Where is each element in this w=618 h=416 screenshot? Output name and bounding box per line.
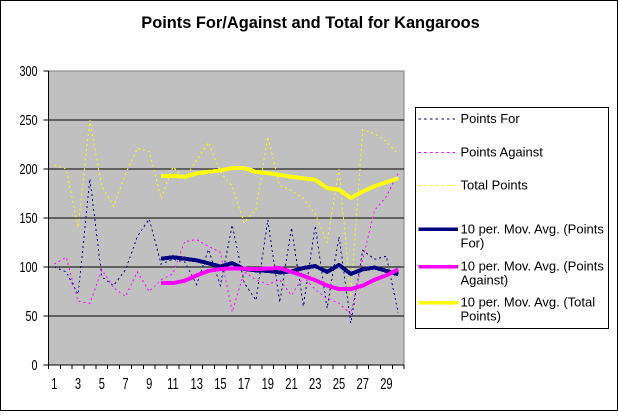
svg-text:7: 7 (122, 375, 128, 392)
svg-text:Points): Points) (461, 309, 501, 324)
svg-text:23: 23 (309, 375, 321, 392)
svg-text:27: 27 (356, 375, 368, 392)
svg-text:19: 19 (262, 375, 274, 392)
svg-text:Against): Against) (461, 273, 509, 288)
svg-text:21: 21 (285, 375, 297, 392)
svg-text:13: 13 (190, 375, 202, 392)
svg-text:10 per. Mov. Avg. (Points: 10 per. Mov. Avg. (Points (461, 259, 605, 274)
svg-text:25: 25 (333, 375, 345, 392)
svg-text:Total Points: Total Points (461, 178, 529, 193)
svg-text:10 per. Mov. Avg. (Points: 10 per. Mov. Avg. (Points (461, 221, 605, 236)
svg-text:9: 9 (146, 375, 152, 392)
svg-text:200: 200 (20, 160, 38, 177)
svg-text:Points Against: Points Against (461, 144, 544, 159)
svg-text:17: 17 (238, 375, 250, 392)
svg-text:100: 100 (20, 258, 38, 275)
svg-text:150: 150 (20, 209, 38, 226)
svg-text:Points For/Against and Total f: Points For/Against and Total for Kangaro… (141, 14, 479, 32)
svg-text:50: 50 (26, 307, 38, 324)
svg-text:11: 11 (167, 375, 179, 392)
svg-text:For): For) (461, 235, 485, 250)
svg-text:29: 29 (380, 375, 392, 392)
svg-text:10 per. Mov. Avg. (Total: 10 per. Mov. Avg. (Total (461, 295, 596, 310)
svg-text:3: 3 (75, 375, 81, 392)
svg-text:15: 15 (214, 375, 226, 392)
svg-text:300: 300 (20, 62, 38, 79)
svg-text:5: 5 (99, 375, 105, 392)
svg-text:Points For: Points For (461, 111, 521, 126)
svg-text:1: 1 (51, 375, 57, 392)
svg-text:250: 250 (20, 111, 38, 128)
svg-text:0: 0 (31, 356, 37, 373)
